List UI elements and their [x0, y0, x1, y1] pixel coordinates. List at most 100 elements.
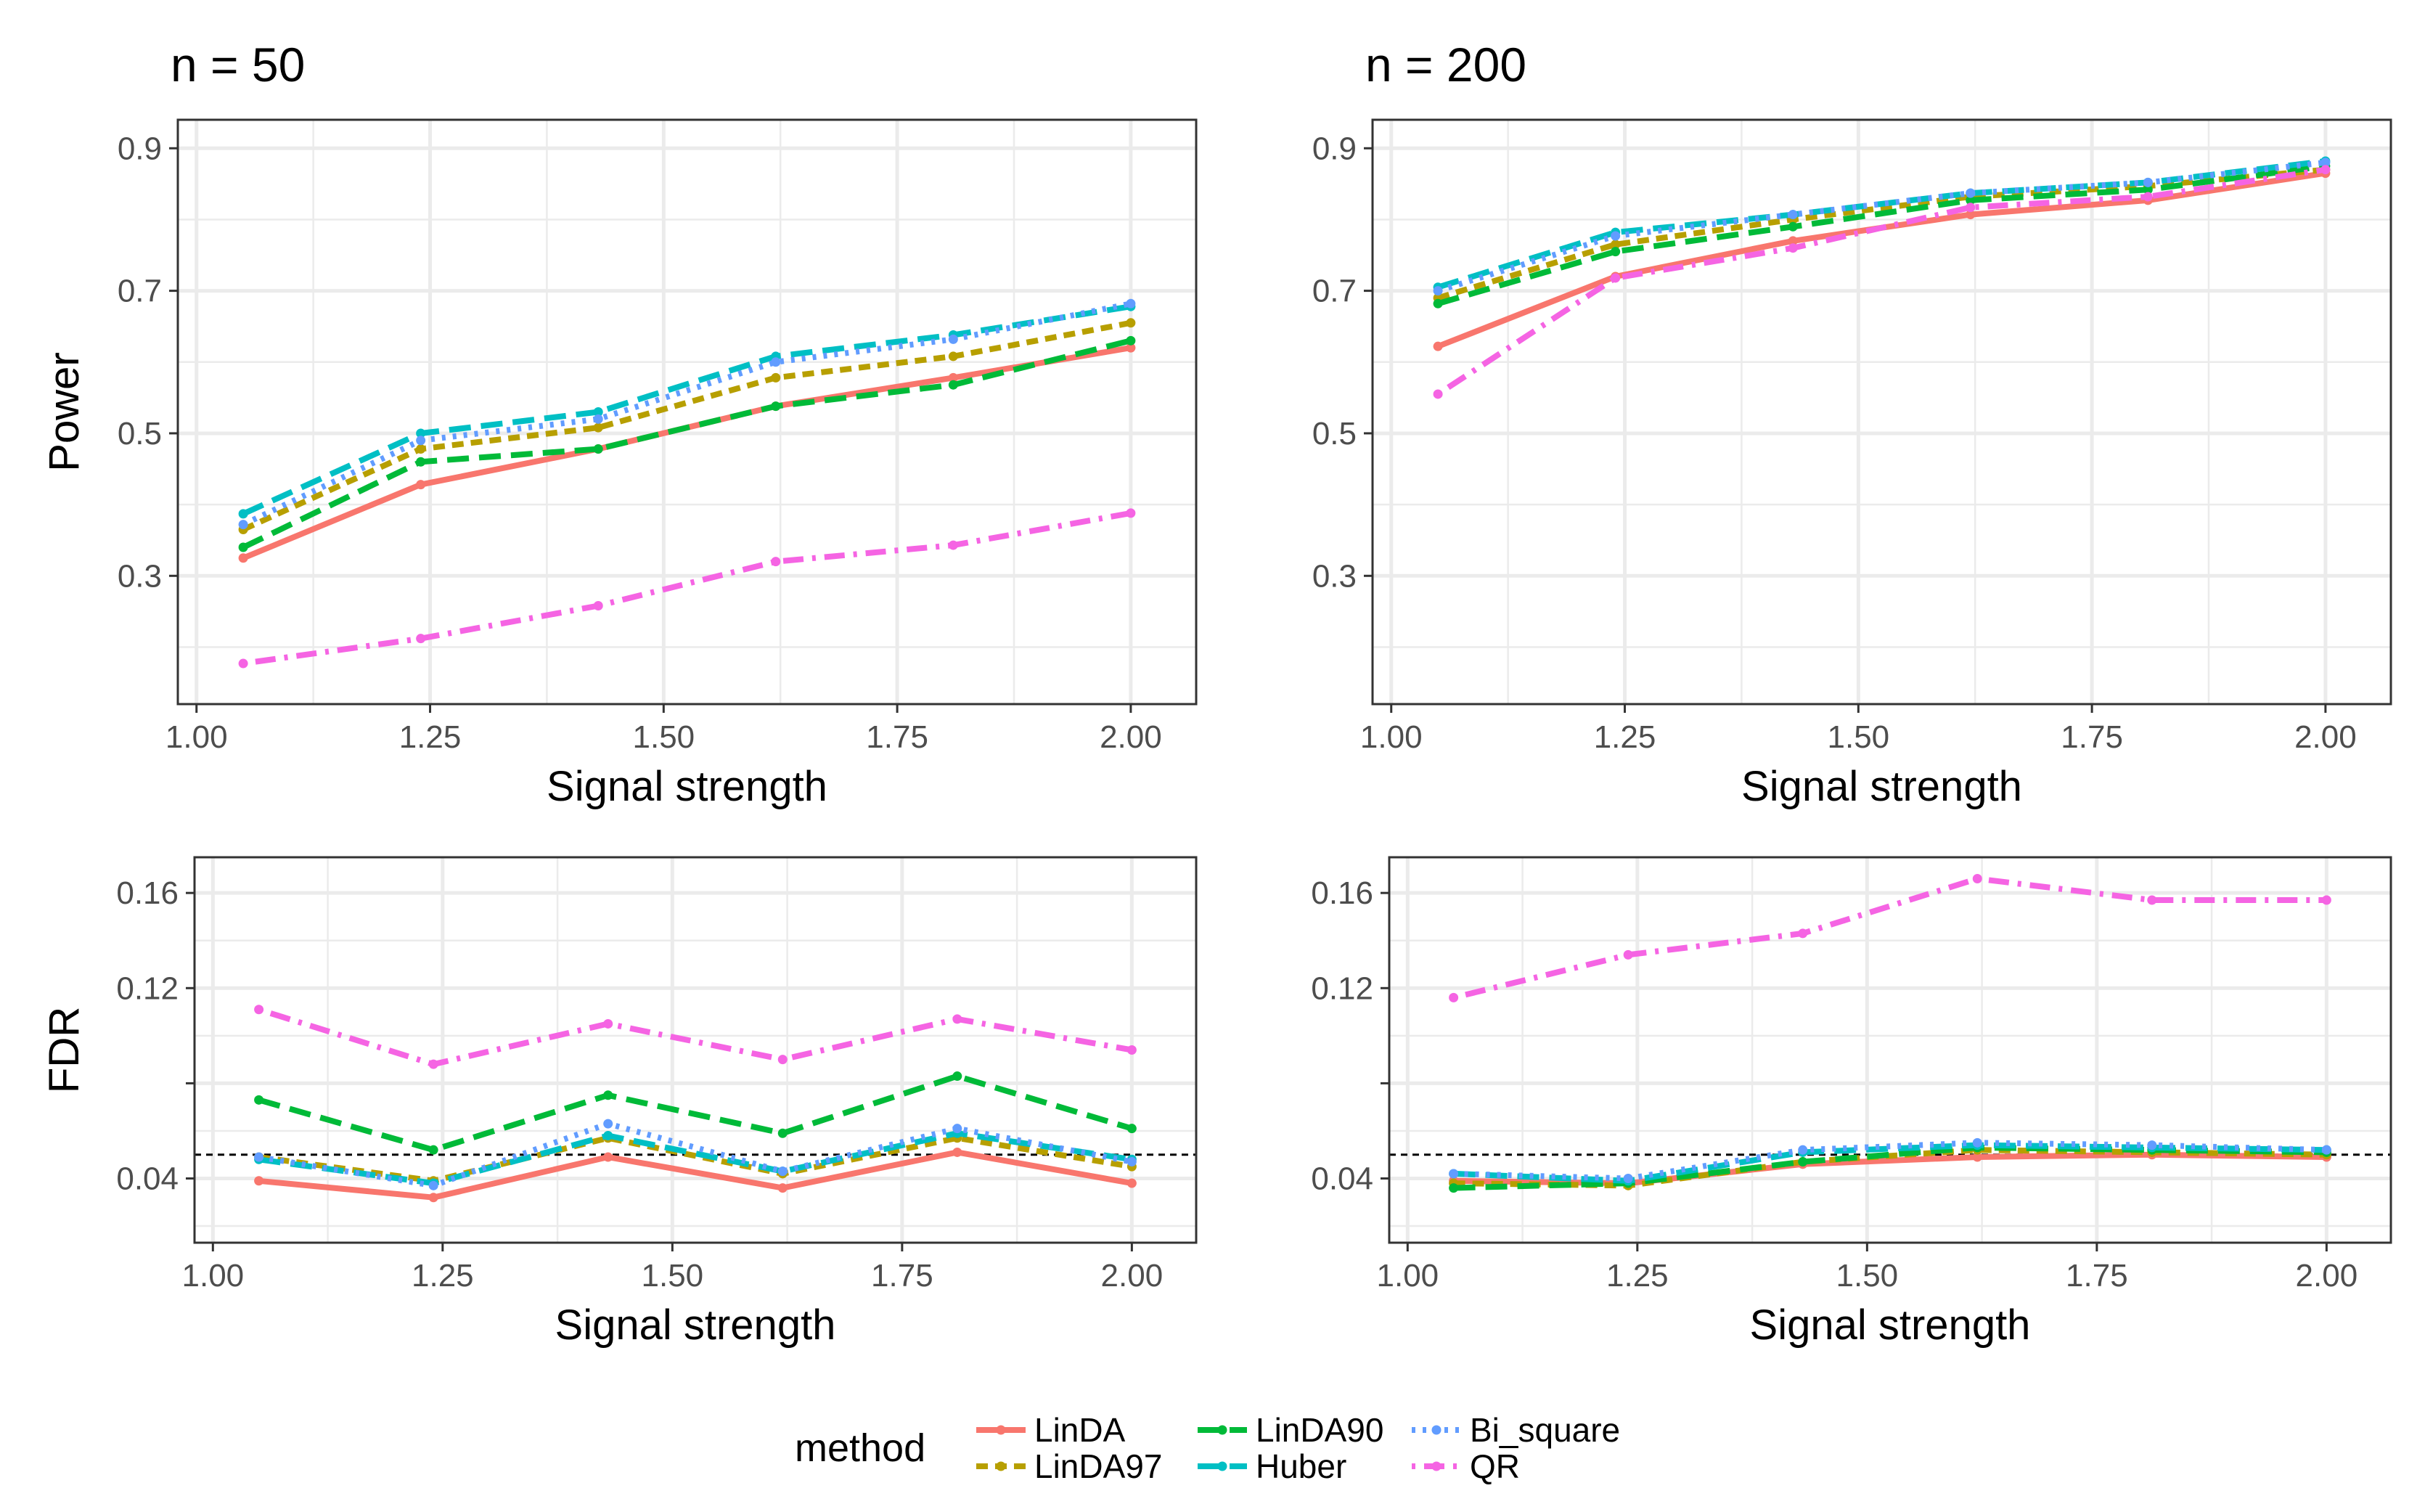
data-point	[593, 407, 603, 417]
x-tick-label: 1.25	[412, 1258, 474, 1294]
data-point	[2143, 177, 2153, 187]
legend-key-point	[996, 1461, 1006, 1471]
data-point	[777, 1166, 788, 1177]
x-axis-title: Signal strength	[555, 1301, 836, 1349]
series-line	[258, 1006, 1133, 1068]
chart-panel-3: 1.00 1.25 1.50 1.75 2.00 0.04 0.12 0.16 Signal s…	[41, 856, 1198, 1349]
data-point	[593, 414, 603, 424]
chart-panel-1: 1.00 1.25 1.50 1.75 2.00 0.3 0.5 0.7 0.9 Signal s…	[41, 38, 1198, 810]
data-point	[1126, 1157, 1137, 1167]
data-point	[416, 428, 426, 438]
data-point	[771, 372, 781, 383]
data-point	[1972, 1137, 1982, 1148]
data-point	[952, 1147, 962, 1157]
series-line	[1436, 166, 2326, 301]
panel-title: n = 50	[171, 38, 305, 91]
gridlines	[178, 120, 1196, 704]
data-point	[1433, 298, 1443, 308]
panel-border	[1371, 118, 2392, 706]
data-point	[2143, 184, 2153, 195]
data-point	[593, 422, 603, 433]
data-point	[771, 557, 781, 567]
x-tick-label: 2.00	[1101, 1258, 1164, 1294]
x-axis-title: Signal strength	[1741, 763, 2022, 810]
data-point	[1972, 874, 1982, 883]
data-point	[416, 444, 426, 454]
x-tick-label: 1.25	[1606, 1258, 1669, 1294]
x-tick-label: 1.50	[642, 1258, 704, 1294]
data-point	[428, 1180, 438, 1190]
series-line	[258, 1135, 1133, 1184]
chart-panel-2: 1.00 1.25 1.50 1.75 2.00 0.3 0.5 0.7 0.9 Signal s…	[41, 38, 2392, 810]
series-line	[242, 338, 1132, 550]
data-point	[948, 380, 958, 390]
data-point	[771, 357, 781, 367]
series-line	[1453, 1144, 2327, 1191]
x-tick-label: 1.50	[1828, 719, 1890, 755]
y-tick-label: 0.04	[116, 1161, 179, 1197]
data-point	[1433, 341, 1443, 351]
data-point	[1126, 1045, 1137, 1055]
x-axis-title: Signal strength	[547, 763, 827, 810]
data-point	[1966, 210, 1976, 220]
data-point	[1126, 343, 1136, 353]
y-tick-label: 0.3	[1312, 558, 1357, 594]
series-linda90	[1433, 161, 2331, 308]
data-point	[777, 1183, 788, 1193]
series-line	[242, 303, 1132, 517]
plot-background	[178, 120, 1196, 704]
data-point	[952, 1124, 962, 1134]
data-point	[2320, 158, 2331, 168]
legend-item-huber: Huber	[1198, 1447, 1346, 1485]
data-point	[948, 540, 958, 550]
data-point	[416, 436, 426, 446]
data-point	[238, 542, 248, 552]
series-line	[1453, 1147, 2327, 1189]
data-point	[2147, 1140, 2157, 1151]
legend-item-linda: LinDA	[976, 1411, 1126, 1449]
x-tick-label: 1.75	[2061, 719, 2123, 755]
series-line	[258, 1149, 1133, 1201]
series-qr	[1433, 165, 2331, 399]
x-tick-label: 1.25	[1594, 719, 1656, 755]
x-tick-label: 1.00	[182, 1258, 245, 1294]
data-point	[1966, 188, 1976, 198]
data-point	[1126, 318, 1136, 328]
y-tick-label: 0.3	[118, 558, 162, 594]
data-point	[1611, 247, 1621, 257]
legend-item-bi-square: Bi_square	[1412, 1411, 1620, 1449]
legend-label: Bi_square	[1470, 1411, 1620, 1449]
series-qr	[254, 1005, 1137, 1069]
data-point	[1798, 1157, 1808, 1167]
y-axis-title: Power	[41, 352, 88, 471]
series-line	[258, 1121, 1133, 1189]
series-bi-square	[238, 298, 1136, 530]
x-tick-label: 2.00	[2296, 1258, 2358, 1294]
data-point	[2143, 192, 2153, 202]
data-point	[777, 1128, 788, 1138]
series-line	[242, 301, 1132, 528]
y-tick-label: 0.9	[1312, 131, 1357, 166]
data-point	[416, 634, 426, 644]
data-point	[1433, 389, 1443, 399]
data-point	[1126, 508, 1136, 518]
series-line	[242, 319, 1132, 533]
data-point	[2147, 895, 2157, 905]
data-point	[603, 1119, 613, 1129]
data-point	[603, 1152, 613, 1162]
panel-border	[1388, 856, 2392, 1244]
panels: 1.00 1.25 1.50 1.75 2.00 0.3 0.5 0.7 0.9 Signal s…	[41, 38, 2392, 1349]
data-point	[1788, 236, 1798, 246]
x-tick-label: 1.25	[399, 719, 462, 755]
data-point	[952, 1071, 962, 1082]
series-line	[1452, 875, 2327, 1001]
series-line	[258, 1130, 1132, 1187]
data-point	[1966, 195, 1976, 205]
data-point	[1449, 1183, 1459, 1193]
y-tick-label: 0.9	[118, 131, 162, 166]
y-tick-label: 0.7	[118, 274, 162, 309]
x-tick-label: 2.00	[2294, 719, 2357, 755]
data-point	[777, 1055, 788, 1065]
series-qr	[1449, 874, 2331, 1002]
